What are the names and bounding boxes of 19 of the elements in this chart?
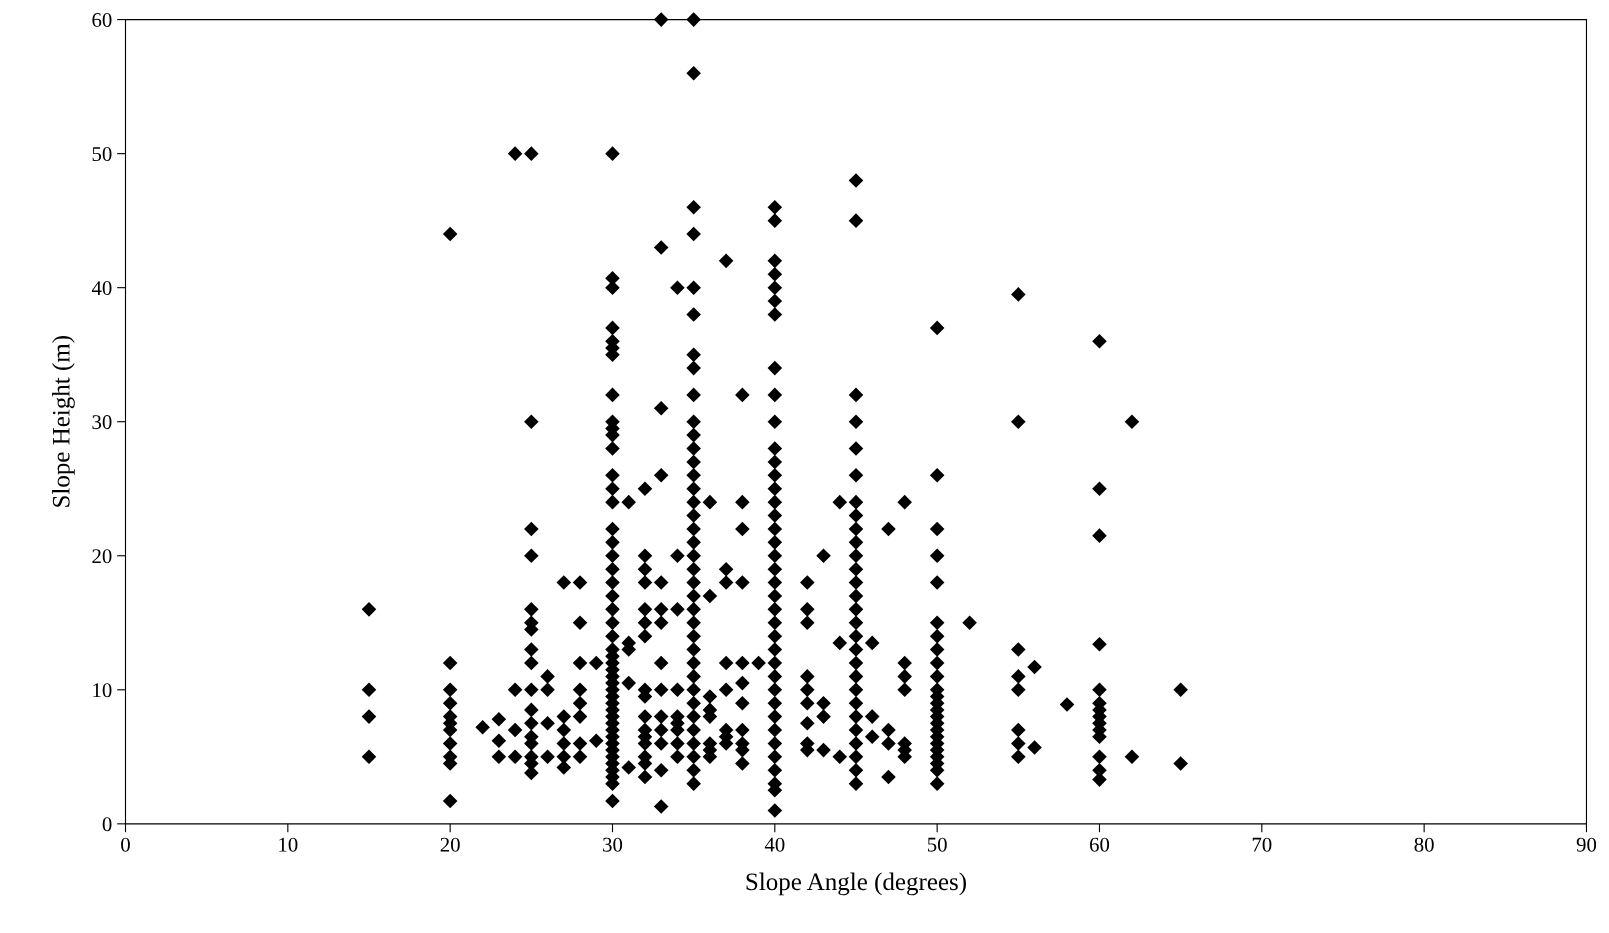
y-tick-label: 10 [93, 683, 112, 698]
y-tick-label: 40 [91, 281, 112, 296]
y-tick-label: 0 [102, 817, 112, 832]
y-tick-label: 30 [92, 415, 112, 430]
x-tick-label: 20 [440, 837, 460, 852]
x-tick-label: 10 [279, 837, 298, 852]
x-tick-label: 60 [1089, 837, 1110, 852]
x-tick-label: 80 [1414, 837, 1434, 852]
x-tick-label: 30 [603, 837, 623, 852]
x-tick-label: 50 [927, 837, 947, 852]
y-tick-label: 20 [92, 549, 112, 564]
y-axis-title: Slope Height (m) [52, 336, 75, 507]
x-tick-label: 90 [1576, 837, 1597, 852]
x-axis-title: Slope Angle (degrees) [746, 872, 966, 896]
y-tick-label: 60 [92, 12, 112, 28]
x-tick-label: 0 [121, 837, 130, 852]
y-tick-label: 50 [92, 147, 112, 162]
x-tick-label: 40 [764, 837, 785, 852]
x-tick-label: 70 [1252, 837, 1272, 852]
